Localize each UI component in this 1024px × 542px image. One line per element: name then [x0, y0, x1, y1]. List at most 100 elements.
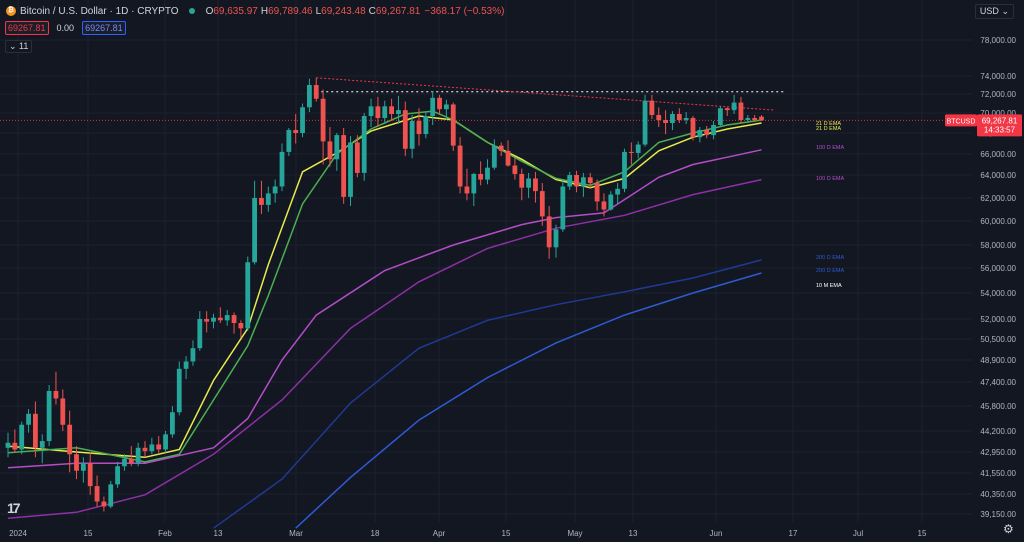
price-tick-label: 41,550.00	[980, 469, 1016, 478]
candle-body	[87, 463, 93, 487]
candle-body	[512, 165, 518, 174]
candle-body	[293, 130, 299, 133]
candle-body	[450, 104, 456, 146]
candle-body	[574, 175, 579, 187]
candle-body	[128, 458, 134, 464]
ema-line	[7, 149, 762, 469]
candle-body	[80, 463, 86, 471]
candle-body	[491, 145, 497, 168]
candle-body	[670, 114, 675, 123]
candle-body	[94, 486, 100, 502]
candle-body	[122, 458, 127, 467]
candle-body	[567, 175, 573, 187]
time-tick-label: Apr	[433, 529, 446, 538]
gear-icon[interactable]: ⚙	[1003, 522, 1014, 536]
chevron-down-icon: ⌄	[9, 41, 20, 51]
time-tick-label: 13	[214, 529, 223, 538]
candle-body	[39, 441, 45, 448]
candle-body	[731, 102, 737, 111]
candle-body	[217, 317, 223, 321]
candle-body	[649, 100, 655, 115]
candle-body	[252, 198, 257, 263]
candle-body	[183, 361, 189, 369]
price-tick-label: 39,150.00	[980, 510, 1016, 519]
candle-body	[635, 144, 641, 153]
low-label: L	[315, 5, 322, 17]
candle-body	[608, 194, 614, 210]
candle-body	[149, 444, 155, 452]
candle-body	[396, 110, 401, 114]
candle-body	[409, 121, 415, 149]
change-value: −368.17 (−0.53%)	[424, 5, 505, 17]
candle-body	[176, 368, 182, 413]
candle-body	[416, 121, 422, 135]
candle-body	[307, 85, 312, 108]
candle-body	[615, 188, 621, 195]
candle-body	[348, 142, 353, 197]
ema-label: 200 D EMA	[816, 268, 844, 274]
candle-body	[581, 177, 586, 187]
tradingview-logo[interactable]: 17	[7, 500, 21, 516]
ema-label: 21 D EMA	[816, 126, 841, 132]
candle-body	[115, 466, 120, 485]
candle-body	[142, 447, 148, 452]
candle-body	[676, 114, 682, 120]
ema-label: 200 D EMA	[816, 255, 844, 261]
reference-lines	[0, 77, 972, 121]
spread-value: 0.00	[56, 23, 75, 33]
time-tick-label: 15	[84, 529, 93, 538]
bitcoin-icon: ₿	[6, 6, 16, 16]
indicators-toggle[interactable]: ⌄ 11	[5, 40, 33, 53]
currency-selector[interactable]: USD ⌄	[974, 4, 1014, 19]
candle-body	[245, 262, 251, 329]
symbol-tag-label: BTCUSD	[947, 118, 976, 125]
buy-button[interactable]: 69267.81	[82, 21, 126, 35]
price-tick-label: 40,350.00	[980, 490, 1016, 499]
candle-body	[74, 454, 79, 471]
currency-label: USD	[979, 6, 999, 16]
candle-body	[464, 186, 470, 194]
candle-body	[190, 348, 196, 362]
sell-button[interactable]: 69267.81	[5, 21, 49, 35]
price-tick-label: 48,900.00	[980, 356, 1016, 365]
candle-body	[498, 145, 504, 151]
price-tick-label: 74,000.00	[980, 72, 1016, 81]
ema-label: 100 D EMA	[816, 176, 844, 182]
close-label: C	[368, 5, 376, 17]
candle-body	[327, 141, 333, 160]
time-tick-label: 18	[371, 529, 380, 538]
candle-body	[601, 201, 607, 210]
candle-body	[272, 186, 278, 194]
candle-body	[368, 106, 374, 116]
ema-line	[213, 259, 762, 529]
candle-body	[334, 135, 340, 160]
candle-body	[444, 104, 449, 110]
candle-body	[704, 130, 710, 136]
candle-body	[211, 317, 216, 322]
candle-body	[26, 413, 31, 425]
candle-body	[402, 110, 408, 149]
candle-body	[697, 130, 703, 138]
time-tick-label: Jun	[710, 529, 723, 538]
time-tick-label: 13	[629, 529, 638, 538]
candle-body	[485, 167, 490, 180]
candle-body	[33, 413, 38, 448]
candle-body	[197, 319, 203, 349]
candle-body	[375, 106, 381, 118]
candle-body	[622, 151, 627, 189]
ema-lines	[7, 110, 762, 529]
time-axis[interactable]: 2024 15 Feb 13 Mar 18 Apr 15 May 13 Jun 17 Jul 15	[9, 529, 927, 538]
candle-body	[526, 178, 531, 188]
candle-body	[135, 447, 141, 464]
price-tick-label: 54,000.00	[980, 289, 1016, 298]
indicators-count: 11	[19, 41, 29, 51]
candle-body	[587, 177, 593, 184]
ema-line	[7, 178, 762, 519]
trend-line	[316, 77, 776, 111]
price-axis[interactable]: 39,150.00 40,350.00 41,550.00 42,950.00 44,2…	[980, 36, 1016, 519]
symbol-title[interactable]: Bitcoin / U.S. Dollar · 1D · CRYPTO	[20, 5, 179, 17]
candle-body	[67, 424, 73, 455]
